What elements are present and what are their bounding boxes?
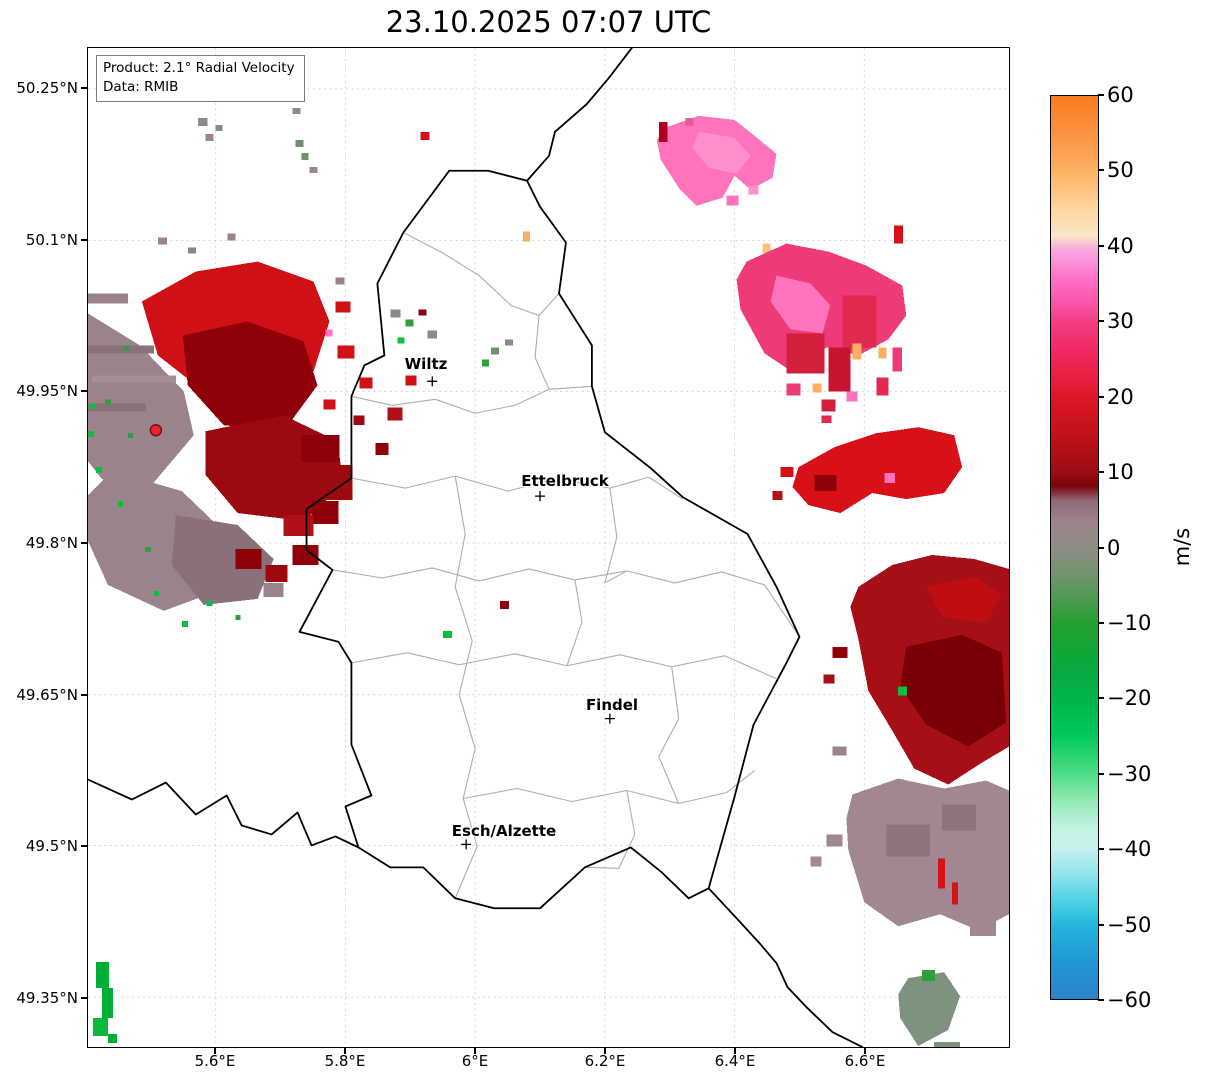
figure-title: 23.10.2025 07:07 UTC bbox=[385, 5, 712, 39]
colorbar-tick-label: 10 bbox=[1107, 460, 1134, 484]
colorbar-tick-mark bbox=[1098, 547, 1104, 549]
canton-borders bbox=[332, 232, 800, 899]
radar-echo-scattered bbox=[443, 231, 531, 638]
city-marker-findel bbox=[604, 713, 615, 724]
city-label-findel: Findel bbox=[585, 696, 639, 714]
x-tick-label: 6.2°E bbox=[584, 1052, 626, 1070]
map-plot-area: Product: 2.1° Radial Velocity Data: RMIB… bbox=[87, 47, 1010, 1048]
x-tick-mark bbox=[864, 1048, 866, 1054]
y-tick-mark bbox=[81, 542, 87, 544]
x-tick-mark bbox=[604, 1048, 606, 1054]
x-tick-mark bbox=[474, 1048, 476, 1054]
colorbar-tick-mark bbox=[1098, 697, 1104, 699]
product-info-box: Product: 2.1° Radial Velocity Data: RMIB bbox=[96, 55, 305, 102]
radar-map-svg bbox=[88, 48, 1009, 1047]
y-tick-label: 49.8°N bbox=[25, 534, 78, 552]
colorbar-tick-label: 50 bbox=[1107, 158, 1134, 182]
colorbar-tick-label: −20 bbox=[1107, 686, 1152, 710]
colorbar bbox=[1050, 95, 1099, 1000]
radar-site-marker bbox=[149, 423, 163, 437]
city-label-esch-alzette: Esch/Alzette bbox=[451, 822, 557, 840]
city-marker-esch bbox=[461, 839, 472, 850]
france-belgium-border bbox=[88, 778, 360, 849]
y-tick-mark bbox=[81, 390, 87, 392]
colorbar-tick-mark bbox=[1098, 320, 1104, 322]
x-tick-label: 6.4°E bbox=[714, 1052, 756, 1070]
colorbar-tick-label: −60 bbox=[1107, 988, 1152, 1012]
radar-echo-southeast-darkred bbox=[823, 554, 1009, 785]
radar-echo-southeast-mauve bbox=[810, 778, 1009, 937]
colorbar-gradient bbox=[1051, 96, 1098, 999]
city-label-ettelbruck: Ettelbruck bbox=[521, 472, 609, 490]
colorbar-tick-mark bbox=[1098, 94, 1104, 96]
luxembourg-border bbox=[298, 169, 801, 910]
radar-echo-south-graygreen bbox=[898, 970, 961, 1047]
colorbar-tick-mark bbox=[1098, 999, 1104, 1001]
y-tick-mark bbox=[81, 845, 87, 847]
radar-echo-southwest-green bbox=[92, 962, 117, 1044]
country-borders bbox=[88, 48, 864, 1047]
product-label: Product: 2.1° Radial Velocity bbox=[103, 60, 295, 76]
x-tick-mark bbox=[214, 1048, 216, 1054]
y-tick-mark bbox=[81, 694, 87, 696]
belgium-germany-border bbox=[526, 48, 633, 182]
colorbar-unit-label: m/s bbox=[1170, 527, 1194, 567]
y-tick-mark bbox=[81, 997, 87, 999]
colorbar-tick-label: −30 bbox=[1107, 762, 1152, 786]
x-tick-label: 6°E bbox=[461, 1052, 489, 1070]
x-tick-label: 6.6°E bbox=[844, 1052, 886, 1070]
radar-echo-north-specks bbox=[197, 107, 438, 344]
city-label-wiltz: Wiltz bbox=[404, 355, 448, 373]
colorbar-tick-mark bbox=[1098, 622, 1104, 624]
radar-echo-east-red bbox=[772, 427, 963, 514]
radar-echo-west bbox=[88, 233, 417, 627]
y-tick-label: 49.35°N bbox=[16, 989, 78, 1007]
y-tick-label: 49.5°N bbox=[25, 837, 78, 855]
x-tick-mark bbox=[734, 1048, 736, 1054]
y-tick-label: 49.65°N bbox=[16, 686, 78, 704]
radar-echo-east-pink-red bbox=[736, 225, 907, 424]
france-germany-border bbox=[707, 887, 864, 1047]
y-tick-mark bbox=[81, 87, 87, 89]
colorbar-tick-label: 20 bbox=[1107, 385, 1134, 409]
city-markers bbox=[427, 376, 615, 850]
colorbar-tick-mark bbox=[1098, 396, 1104, 398]
colorbar-tick-mark bbox=[1098, 848, 1104, 850]
colorbar-tick-mark bbox=[1098, 773, 1104, 775]
radar-echo-northeast-pink bbox=[656, 115, 777, 206]
city-marker-wiltz bbox=[427, 376, 438, 387]
colorbar-tick-label: 30 bbox=[1107, 309, 1134, 333]
y-tick-label: 50.25°N bbox=[16, 79, 78, 97]
grid-lines bbox=[88, 48, 1009, 1047]
y-tick-mark bbox=[81, 239, 87, 241]
colorbar-tick-label: 40 bbox=[1107, 234, 1134, 258]
colorbar-tick-mark bbox=[1098, 471, 1104, 473]
colorbar-tick-mark bbox=[1098, 245, 1104, 247]
colorbar-tick-label: 60 bbox=[1107, 83, 1134, 107]
y-tick-label: 49.95°N bbox=[16, 382, 78, 400]
colorbar-tick-label: −50 bbox=[1107, 913, 1152, 937]
x-tick-label: 5.8°E bbox=[324, 1052, 366, 1070]
colorbar-tick-label: −10 bbox=[1107, 611, 1152, 635]
data-source-label: Data: RMIB bbox=[103, 78, 179, 95]
x-tick-mark bbox=[344, 1048, 346, 1054]
colorbar-tick-label: −40 bbox=[1107, 837, 1152, 861]
city-marker-ettelbruck bbox=[535, 491, 546, 502]
y-tick-label: 50.1°N bbox=[25, 231, 78, 249]
colorbar-tick-label: 0 bbox=[1107, 536, 1121, 560]
colorbar-tick-mark bbox=[1098, 169, 1104, 171]
colorbar-tick-mark bbox=[1098, 924, 1104, 926]
x-tick-label: 5.6°E bbox=[194, 1052, 236, 1070]
